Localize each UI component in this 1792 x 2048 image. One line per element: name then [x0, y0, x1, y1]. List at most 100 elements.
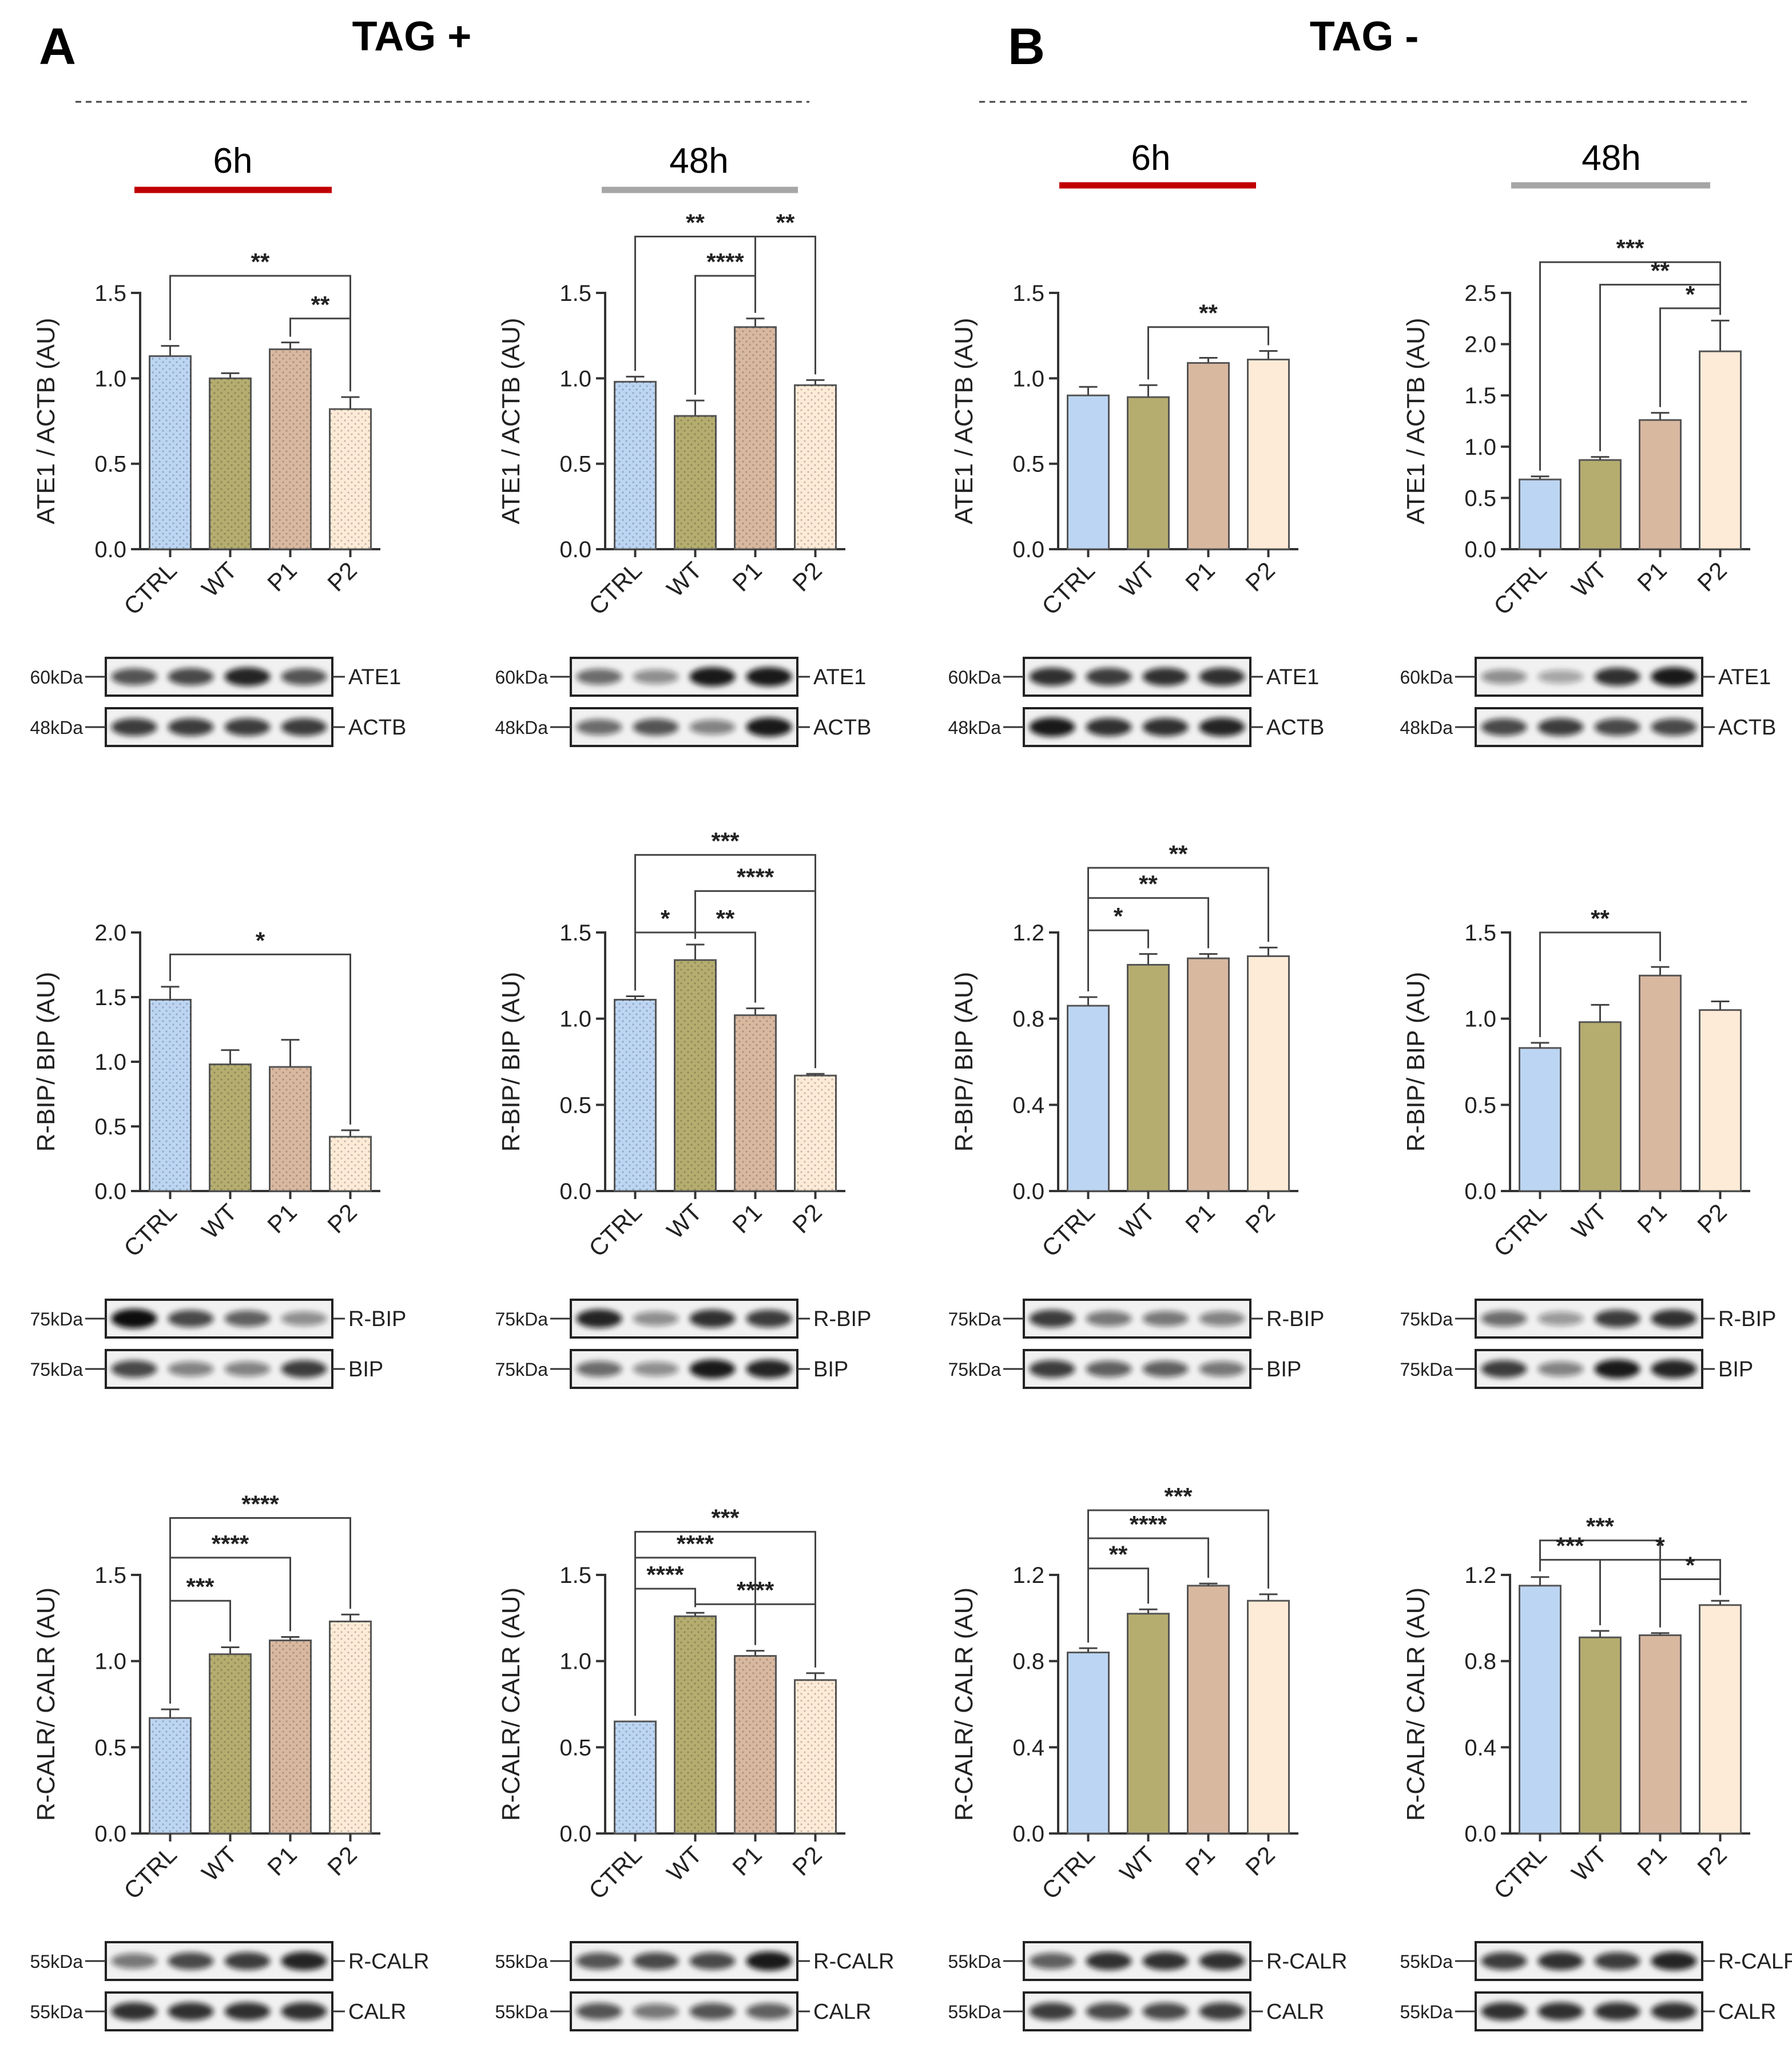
x-tick-label: WT — [661, 557, 706, 602]
blot-protein-label: ATE1 — [813, 665, 866, 689]
significance-bracket — [169, 953, 351, 1125]
significance-label: ** — [251, 248, 270, 275]
x-tick-label: CTRL — [1036, 557, 1100, 620]
bar — [1639, 1634, 1682, 1835]
blot-band — [224, 2002, 271, 2021]
significance-label: *** — [1164, 1483, 1193, 1510]
bar — [1247, 1599, 1290, 1835]
significance-bracket — [634, 854, 816, 1069]
x-tick-label: CTRL — [118, 557, 182, 620]
blot-band — [1199, 1952, 1245, 1970]
blot-band — [1537, 718, 1584, 736]
bar-texture — [674, 1616, 716, 1833]
blot-protein-label: R-BIP — [813, 1307, 871, 1331]
y-tick-label: 0.5 — [559, 1735, 591, 1760]
blot-band — [1537, 2002, 1584, 2021]
y-tick-label: 1.2 — [1012, 920, 1044, 946]
blot-kda-label: 60kDa — [495, 667, 549, 688]
blot-band — [224, 1310, 271, 1327]
x-tick-label: WT — [661, 1198, 706, 1244]
blot-protein-label: ACTB — [348, 716, 406, 740]
significance-label: ** — [1109, 1541, 1128, 1568]
x-tick-label: WT — [196, 557, 241, 602]
blot-kda-label: 75kDa — [495, 1309, 549, 1329]
y-tick-label: 0.8 — [1012, 1649, 1044, 1674]
significance-label: ** — [716, 905, 735, 932]
bar-texture — [329, 409, 371, 549]
blot-band — [1199, 2002, 1245, 2021]
bar-texture — [149, 356, 191, 549]
blot-band — [633, 1952, 679, 1970]
blot-band — [633, 2003, 679, 2019]
y-tick-label: 0.5 — [559, 1093, 591, 1118]
panel-a-title: TAG + — [352, 14, 472, 59]
x-tick-label: CTRL — [1488, 1841, 1552, 1904]
x-tick-label: CTRL — [118, 1198, 182, 1262]
significance-label: *** — [1586, 1513, 1615, 1540]
significance-bracket — [1087, 1567, 1149, 1643]
blot-band — [1594, 668, 1640, 686]
y-tick-label: 1.5 — [559, 920, 591, 946]
blot-band — [1029, 1360, 1075, 1378]
blot-band — [1481, 1360, 1527, 1378]
blot-band — [168, 718, 214, 736]
y-tick-label: 1.2 — [1012, 1563, 1044, 1588]
blot-band — [1142, 1360, 1189, 1378]
blot-band — [1029, 717, 1075, 737]
y-axis-label: ATE1 / ACTB (AU) — [497, 317, 525, 524]
blot-band — [1651, 667, 1697, 686]
blot-band — [1594, 1309, 1640, 1328]
bar-texture — [734, 327, 776, 549]
bar — [1187, 1585, 1230, 1835]
significance-bracket — [1087, 1509, 1269, 1643]
significance-label: **** — [737, 1577, 774, 1604]
blot-band — [1142, 668, 1189, 686]
blot-protein-label: R-CALR — [348, 1950, 429, 1974]
bar-texture — [734, 1015, 776, 1191]
significance-label: **** — [212, 1530, 249, 1557]
blot-kda-label: 55kDa — [30, 2002, 84, 2022]
y-axis-label: R-CALR/ CALR (AU) — [497, 1587, 525, 1821]
y-tick-label: 0.0 — [1012, 1179, 1044, 1204]
blot-band — [633, 1311, 679, 1326]
significance-label: ** — [776, 209, 795, 236]
bar-texture — [329, 1621, 371, 1833]
bar — [1579, 459, 1622, 550]
blot-band — [1142, 1952, 1189, 1970]
significance-bracket — [634, 1587, 696, 1716]
significance-label: **** — [646, 1561, 684, 1588]
significance-label: **** — [706, 248, 744, 275]
x-tick-label: WT — [1566, 1841, 1611, 1886]
y-tick-label: 1.0 — [1464, 1007, 1496, 1032]
blot-protein-label: R-CALR — [1266, 1950, 1347, 1974]
y-tick-label: 0.0 — [1464, 1821, 1496, 1847]
bar-texture — [269, 1640, 311, 1833]
bar-texture — [209, 378, 251, 549]
significance-label: ** — [1591, 905, 1610, 932]
x-tick-label: P1 — [1180, 1198, 1220, 1239]
significance-label: * — [1686, 281, 1695, 308]
y-axis-label: R-CALR/ CALR (AU) — [1402, 1587, 1430, 1821]
significance-label: *** — [711, 827, 740, 854]
blot-band — [1086, 1360, 1132, 1378]
y-tick-label: 0.0 — [559, 1179, 591, 1204]
y-axis-label: R-CALR/ CALR (AU) — [32, 1587, 60, 1821]
blot-kda-label: 75kDa — [948, 1309, 1002, 1329]
y-tick-label: 1.5 — [94, 1563, 126, 1588]
bar-texture — [269, 349, 311, 549]
blot-kda-label: 75kDa — [1400, 1309, 1453, 1329]
bar — [1579, 1021, 1622, 1192]
blot-band — [1086, 718, 1132, 736]
blot-band — [1029, 1309, 1075, 1328]
bar-texture — [794, 1680, 836, 1833]
panel-a-letter: A — [39, 18, 76, 76]
significance-bracket — [1539, 931, 1661, 1037]
y-tick-label: 2.0 — [1464, 332, 1496, 358]
y-axis-label: R-BIP/ BIP (AU) — [1402, 972, 1430, 1152]
y-axis-label: ATE1 / ACTB (AU) — [1402, 317, 1430, 524]
blot-band — [1086, 668, 1132, 686]
bar — [1519, 478, 1561, 550]
bar — [1067, 1652, 1110, 1835]
significance-bracket — [694, 1603, 816, 1668]
